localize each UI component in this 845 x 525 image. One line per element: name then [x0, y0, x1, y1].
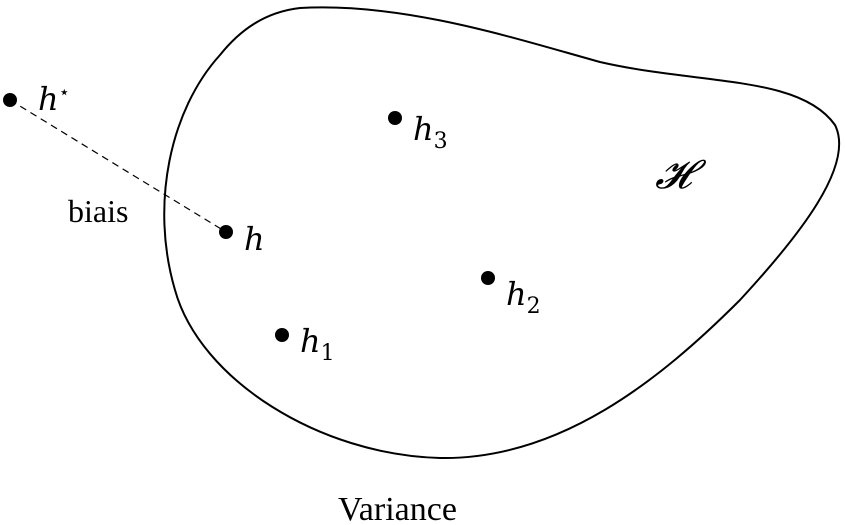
label-hypothesis-set: 𝓗 [655, 152, 707, 198]
point-h1 [275, 328, 289, 342]
label-h3: h3 [413, 110, 448, 154]
label-h: h [244, 220, 265, 258]
point-h3 [388, 111, 402, 125]
point-h2 [481, 271, 495, 285]
hypothesis-set-boundary [163, 6, 841, 460]
point-h [219, 225, 233, 239]
bias-dashed-line [9, 99, 227, 233]
point-h-star [3, 93, 17, 107]
label-h2: h2 [506, 275, 541, 319]
label-bias: biais [68, 193, 128, 229]
label-h-star: h⋆ [38, 80, 70, 118]
label-variance: Variance [338, 491, 457, 525]
label-h1: h1 [300, 322, 335, 366]
